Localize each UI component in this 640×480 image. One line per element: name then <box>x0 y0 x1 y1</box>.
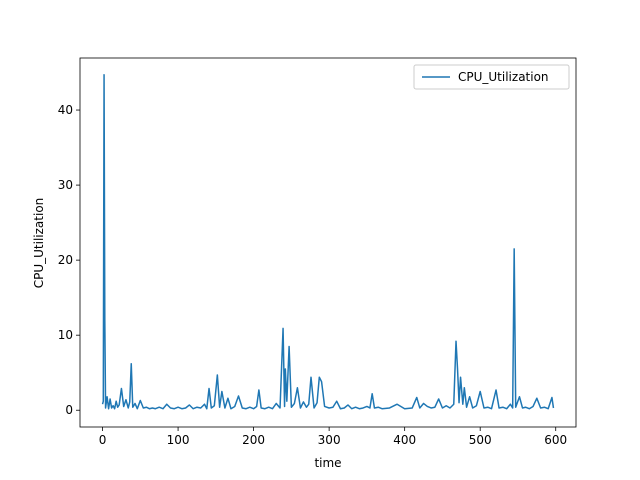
y-tick-label: 30 <box>58 178 73 192</box>
y-tick-label: 0 <box>65 403 73 417</box>
x-tick-label: 300 <box>318 433 341 447</box>
x-tick-label: 600 <box>544 433 567 447</box>
legend-box <box>413 64 570 90</box>
x-tick-label: 0 <box>99 433 107 447</box>
axes-frame <box>79 57 577 428</box>
x-tick-label: 100 <box>167 433 190 447</box>
x-axis-label: time <box>314 456 341 470</box>
legend-label: CPU_Utilization <box>458 70 549 84</box>
y-tick-label: 10 <box>58 328 73 342</box>
y-tick-label: 40 <box>58 103 73 117</box>
x-tick-label: 400 <box>393 433 416 447</box>
x-tick-label: 500 <box>469 433 492 447</box>
y-axis-label: CPU_Utilization <box>32 198 46 289</box>
line <box>101 74 555 410</box>
y-tick-label: 20 <box>58 253 73 267</box>
x-tick-label: 200 <box>242 433 265 447</box>
